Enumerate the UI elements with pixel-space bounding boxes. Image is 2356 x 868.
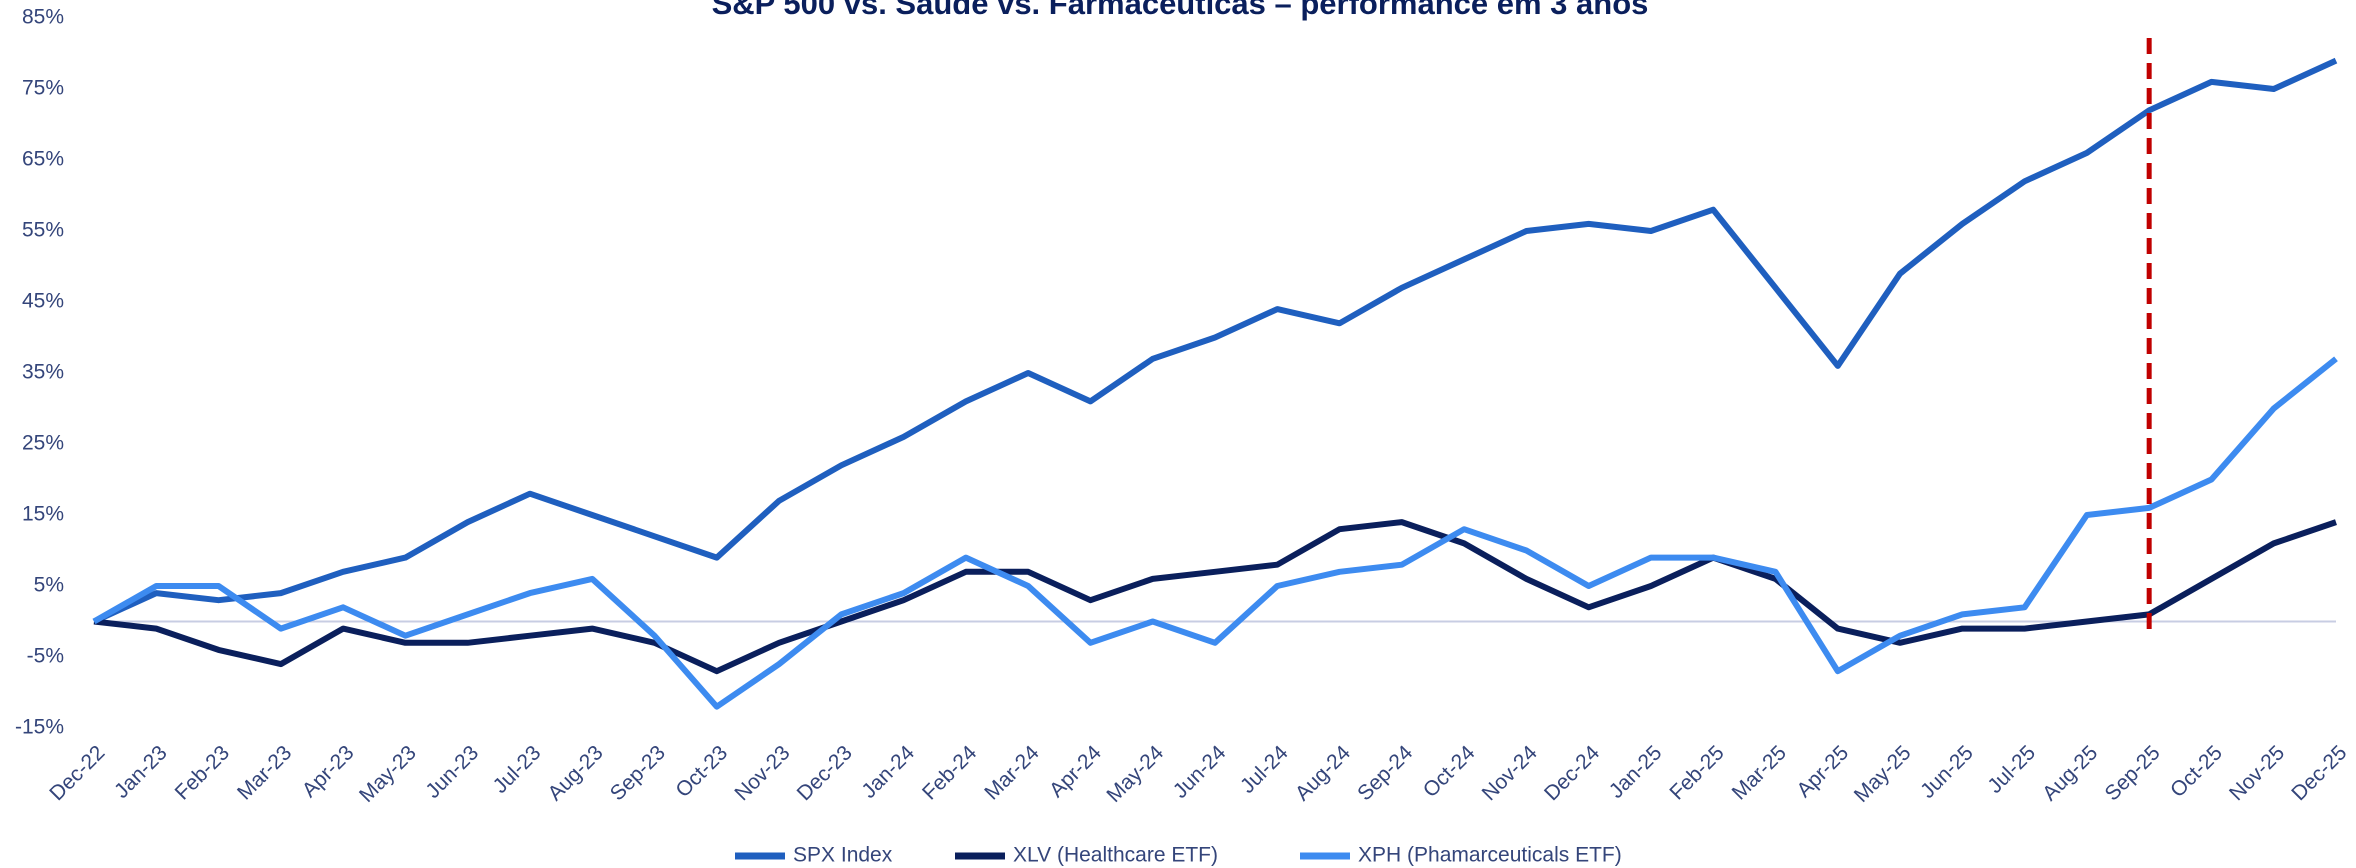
x-tick-label: May-25 <box>1850 741 1916 807</box>
x-tick-label: Feb-25 <box>1665 741 1728 804</box>
x-tick-label: Aug-25 <box>2038 741 2102 805</box>
x-tick-label: Feb-23 <box>171 741 234 804</box>
x-tick-label: May-24 <box>1102 741 1168 807</box>
x-tick-label: Sep-23 <box>606 741 670 805</box>
series-line <box>92 57 2338 625</box>
x-tick-label: Aug-24 <box>1291 741 1355 805</box>
y-tick-label: 65% <box>22 148 64 171</box>
x-tick-label: Jun-23 <box>421 741 483 803</box>
legend-label: XLV (Healthcare ETF) <box>1013 844 1218 867</box>
legend-label: XPH (Phamarceuticals ETF) <box>1358 844 1622 867</box>
x-tick-label: Jul-24 <box>1236 741 1293 798</box>
series-line <box>92 356 2338 710</box>
x-tick-label: Jul-23 <box>489 741 546 798</box>
x-tick-label: Oct-24 <box>1419 741 1480 802</box>
y-tick-label: 55% <box>22 219 64 242</box>
x-tick-label: Mar-23 <box>233 741 296 804</box>
y-tick-label: 25% <box>22 432 64 455</box>
x-tick-label: Jan-25 <box>1605 741 1667 803</box>
x-tick-label: Mar-24 <box>980 741 1044 805</box>
x-tick-label: Nov-23 <box>730 741 794 805</box>
y-tick-label: -5% <box>27 645 64 668</box>
x-tick-label: Dec-22 <box>45 741 109 805</box>
y-tick-label: 5% <box>34 574 64 597</box>
x-tick-label: Dec-25 <box>2287 741 2351 805</box>
x-tick-label: Jan-23 <box>110 741 172 803</box>
chart-title: S&P 500 vs. Saúde vs. Farmacêuticas – pe… <box>712 0 1649 21</box>
y-tick-label: 85% <box>22 6 64 29</box>
x-tick-label: Dec-24 <box>1540 741 1604 805</box>
legend-label: SPX Index <box>793 844 893 867</box>
x-tick-label: Apr-24 <box>1045 741 1106 802</box>
x-tick-label: Sep-25 <box>2100 741 2164 805</box>
y-tick-label: 35% <box>22 361 64 384</box>
x-tick-label: Nov-25 <box>2225 741 2289 805</box>
y-tick-label: 45% <box>22 290 64 313</box>
x-tick-label: Apr-23 <box>298 741 359 802</box>
x-tick-label: Feb-24 <box>918 741 982 805</box>
x-tick-label: Jul-25 <box>1983 741 2040 798</box>
x-tick-label: Oct-25 <box>2166 741 2227 802</box>
x-tick-label: Jun-25 <box>1916 741 1978 803</box>
x-tick-label: Oct-23 <box>671 741 732 802</box>
x-tick-label: May-23 <box>355 741 421 807</box>
y-tick-label: 15% <box>22 503 64 526</box>
x-tick-label: Mar-25 <box>1728 741 1791 804</box>
x-tick-label: Jun-24 <box>1169 741 1231 803</box>
x-tick-label: Dec-23 <box>793 741 857 805</box>
x-tick-label: Jan-24 <box>857 741 919 803</box>
x-tick-label: Nov-24 <box>1478 741 1542 805</box>
x-tick-label: Sep-24 <box>1353 741 1417 805</box>
y-tick-label: -15% <box>15 716 64 739</box>
x-tick-label: Apr-25 <box>1792 741 1853 802</box>
x-tick-label: Aug-23 <box>544 741 608 805</box>
y-tick-label: 75% <box>22 77 64 100</box>
series-line <box>93 519 2337 675</box>
